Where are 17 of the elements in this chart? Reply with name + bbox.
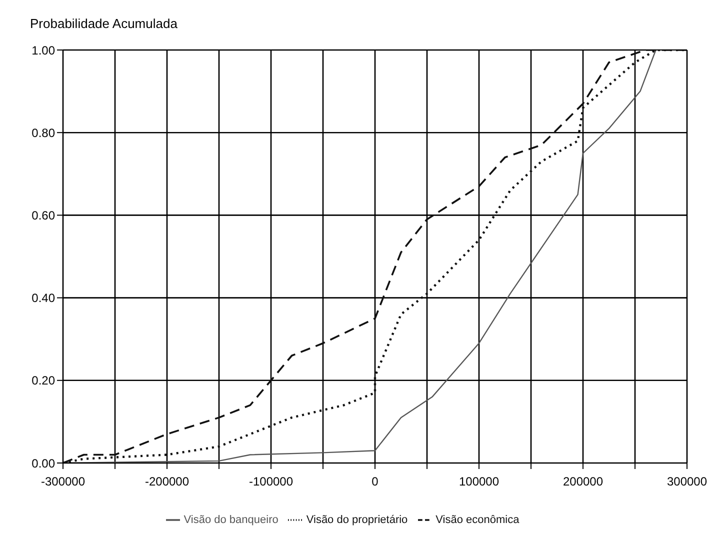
y-tick-label: 0.60 [32,208,56,222]
x-tick-label: 100000 [458,474,500,489]
y-tick-label: 0.00 [32,456,56,470]
y-tick-label: 1.00 [32,43,56,58]
x-tick-label: 0 [372,474,379,489]
y-tick-label: 0.40 [32,291,56,306]
x-tick-label: -300000 [40,474,86,489]
legend-label: Visão econômica [436,514,520,526]
legend-label: Visão do proprietário [306,514,408,526]
y-tick-label: 0.20 [32,374,56,388]
y-axis-title: Probabilidade Acumulada [30,16,178,31]
y-tick-label: 0.80 [32,126,56,140]
legend-label: Visão do banqueiro [184,514,278,526]
x-tick-label: -200000 [144,474,190,489]
x-tick-label: 300000 [666,474,708,489]
x-tick-label: -100000 [248,474,294,489]
x-tick-label: 200000 [562,474,604,489]
